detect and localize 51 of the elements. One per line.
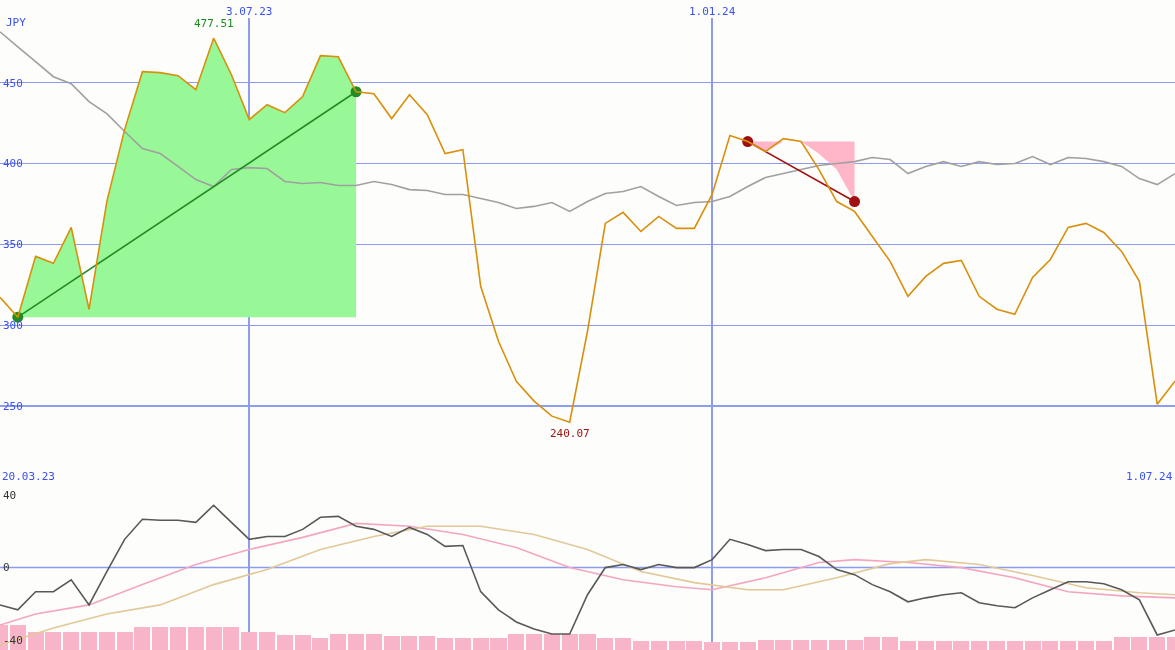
bar xyxy=(241,631,258,650)
y-tick-label: 0 xyxy=(3,561,10,575)
bar xyxy=(152,626,169,650)
line-series xyxy=(0,37,1175,423)
bar xyxy=(259,631,276,650)
bar xyxy=(1095,640,1112,650)
annotation: 1.07.24 xyxy=(1126,470,1173,483)
bar xyxy=(828,639,845,650)
bar xyxy=(98,631,115,650)
bar xyxy=(615,637,632,650)
line-series xyxy=(0,30,1175,213)
bar xyxy=(988,640,1005,650)
x-tick-label: 1.01.24 xyxy=(688,4,736,18)
bar xyxy=(1077,640,1094,650)
x-tick-label: 3.07.23 xyxy=(226,4,273,18)
y-tick-label: -40 xyxy=(3,633,23,647)
y-tick-label: 40 xyxy=(3,489,17,502)
bar xyxy=(543,633,560,650)
line-series xyxy=(0,522,1175,626)
bar xyxy=(170,626,187,650)
y-axis-title: JPY xyxy=(6,16,27,29)
bar xyxy=(899,640,916,650)
bar xyxy=(917,640,934,650)
bar xyxy=(330,633,347,650)
line-series xyxy=(0,525,1175,646)
annotation: 20.03.23 xyxy=(2,470,55,483)
bar xyxy=(81,631,98,650)
bar xyxy=(419,635,436,650)
bar xyxy=(721,642,738,650)
bar xyxy=(632,640,649,650)
bar xyxy=(1060,640,1077,650)
annotation: 477.51 xyxy=(194,17,234,30)
bar xyxy=(526,633,543,650)
bar xyxy=(882,636,899,650)
bar xyxy=(187,626,204,650)
annotation: 240.07 xyxy=(550,427,590,440)
bar xyxy=(1006,640,1023,650)
bar xyxy=(454,637,471,650)
bar xyxy=(739,642,756,650)
bar xyxy=(971,640,988,650)
point xyxy=(849,196,861,208)
bar xyxy=(810,639,827,650)
bar xyxy=(276,634,293,650)
line-series xyxy=(0,504,1175,636)
bar xyxy=(348,633,365,650)
bar xyxy=(650,640,667,650)
bar xyxy=(704,642,721,650)
bar xyxy=(793,639,810,650)
bar xyxy=(437,637,454,650)
bar xyxy=(63,631,80,650)
bar xyxy=(365,633,382,650)
